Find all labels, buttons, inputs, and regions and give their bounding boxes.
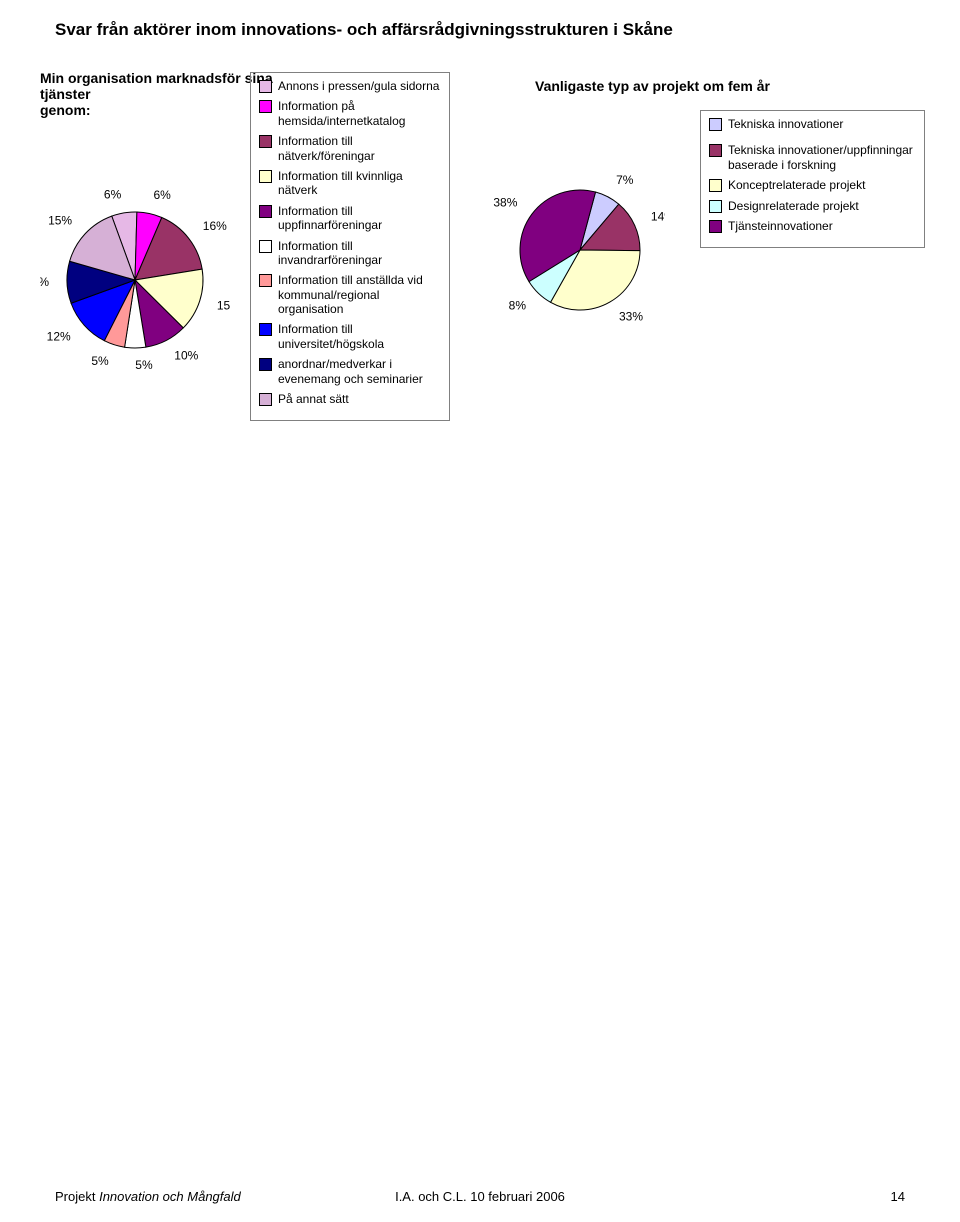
- chart2-pie: 7% 14% 33% 8% 38%: [490, 160, 665, 335]
- legend-swatch: [259, 240, 272, 253]
- legend-swatch: [259, 80, 272, 93]
- legend-item: Information till nätverk/föreningar: [259, 134, 441, 163]
- legend-swatch: [259, 100, 272, 113]
- legend-swatch: [259, 323, 272, 336]
- chart1-legend: Annons i pressen/gula sidorna Information…: [250, 72, 450, 421]
- legend-item: Tekniska innovationer/uppfinningar baser…: [709, 143, 916, 172]
- legend-label: Information på hemsida/internetkatalog: [278, 99, 441, 128]
- legend-swatch: [709, 179, 722, 192]
- chart1-pie: 6% 6% 16% 15% 10% 5% 5% 12% 10% 15%: [40, 170, 230, 400]
- legend-item: Information till invandrarföreningar: [259, 239, 441, 268]
- pie-label: 5%: [91, 354, 109, 368]
- page-title: Svar från aktörer inom innovations- och …: [55, 20, 673, 40]
- legend-label: På annat sätt: [278, 392, 349, 406]
- pie-label: 33%: [619, 310, 643, 324]
- legend-item: Designrelaterade projekt: [709, 199, 916, 213]
- pie-label: 7%: [616, 173, 634, 187]
- legend-item: Information till universitet/högskola: [259, 322, 441, 351]
- legend-label: anordnar/medverkar i evenemang och semin…: [278, 357, 441, 386]
- legend-label: Tjänsteinnovationer: [728, 219, 833, 233]
- legend-item: Tekniska innovationer: [709, 117, 916, 131]
- chart1-title: Min organisation marknadsför sina tjänst…: [40, 70, 280, 118]
- legend-label: Information till invandrarföreningar: [278, 239, 441, 268]
- legend-swatch: [709, 118, 722, 131]
- legend-label: Konceptrelaterade projekt: [728, 178, 865, 192]
- legend-item: Information till anställda vid kommunal/…: [259, 273, 441, 316]
- legend-item: Information på hemsida/internetkatalog: [259, 99, 441, 128]
- legend-item: På annat sätt: [259, 392, 441, 406]
- chart2-title: Vanligaste typ av projekt om fem år: [535, 78, 770, 94]
- pie-label: 15%: [48, 214, 72, 228]
- footer-page-number: 14: [891, 1189, 905, 1204]
- legend-item: Tjänsteinnovationer: [709, 219, 916, 233]
- pie-label: 6%: [153, 188, 171, 202]
- legend-swatch: [259, 135, 272, 148]
- pie-label: 15%: [217, 298, 230, 312]
- legend-swatch: [259, 393, 272, 406]
- pie-label: 8%: [509, 298, 527, 312]
- legend-label: Tekniska innovationer/uppfinningar baser…: [728, 143, 916, 172]
- legend-label: Annons i pressen/gula sidorna: [278, 79, 439, 93]
- legend-item: anordnar/medverkar i evenemang och semin…: [259, 357, 441, 386]
- pie-label: 10%: [174, 349, 198, 363]
- legend-item: Annons i pressen/gula sidorna: [259, 79, 441, 93]
- pie-label: 10%: [40, 275, 49, 289]
- legend-swatch: [259, 274, 272, 287]
- legend-swatch: [709, 220, 722, 233]
- legend-swatch: [709, 144, 722, 157]
- legend-item: Information till kvinnliga nätverk: [259, 169, 441, 198]
- legend-label: Tekniska innovationer: [728, 117, 843, 131]
- pie-label: 6%: [104, 187, 122, 201]
- legend-swatch: [709, 200, 722, 213]
- footer-center: I.A. och C.L. 10 februari 2006: [0, 1189, 960, 1204]
- legend-item: Information till uppfinnarföreningar: [259, 204, 441, 233]
- pie-label: 16%: [203, 219, 227, 233]
- legend-label: Information till nätverk/föreningar: [278, 134, 441, 163]
- legend-swatch: [259, 358, 272, 371]
- pie-label: 5%: [135, 358, 153, 372]
- legend-swatch: [259, 205, 272, 218]
- legend-swatch: [259, 170, 272, 183]
- pie-label: 14%: [651, 210, 665, 224]
- legend-label: Designrelaterade projekt: [728, 199, 859, 213]
- legend-label: Information till anställda vid kommunal/…: [278, 273, 441, 316]
- legend-label: Information till uppfinnarföreningar: [278, 204, 441, 233]
- pie-label: 12%: [47, 329, 71, 343]
- pie-label: 38%: [493, 196, 517, 210]
- legend-label: Information till universitet/högskola: [278, 322, 441, 351]
- legend-item: Konceptrelaterade projekt: [709, 178, 916, 192]
- legend-label: Information till kvinnliga nätverk: [278, 169, 441, 198]
- chart2-legend: Tekniska innovationer Tekniska innovation…: [700, 110, 925, 248]
